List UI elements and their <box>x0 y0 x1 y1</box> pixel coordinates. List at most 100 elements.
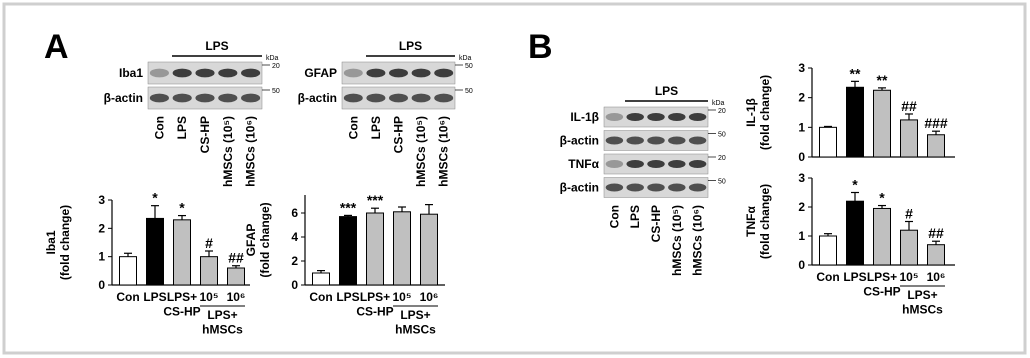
blot-header: LPS <box>399 39 422 53</box>
bar <box>846 200 864 266</box>
bar <box>200 256 218 286</box>
y-tick-label: 1 <box>98 250 105 264</box>
significance-mark: ## <box>901 98 917 114</box>
blot-row-label: β-actin <box>298 91 337 105</box>
bar <box>819 126 837 158</box>
blot-band <box>647 160 665 168</box>
y-axis-label: GFAP(fold change) <box>244 202 272 277</box>
y-tick-label: 2 <box>798 200 805 214</box>
x-tick-label: LPS+ CS-HP <box>163 290 200 318</box>
x-tick-label: Con <box>309 290 332 304</box>
blot-band <box>241 68 261 78</box>
bar <box>900 119 918 158</box>
bar <box>927 134 945 158</box>
blot-band <box>195 93 215 103</box>
lane-label: CS-HP <box>198 116 212 153</box>
lane-label: hMSCs (10⁶) <box>244 116 258 187</box>
kda-marker: 50 <box>272 88 280 95</box>
kda-marker: 20 <box>272 63 280 70</box>
y-axis-label: TNFα(fold change) <box>744 184 772 259</box>
kda-marker: 20 <box>718 108 726 115</box>
blot-band <box>626 183 644 192</box>
x-tick-label: 10⁶ <box>227 290 246 304</box>
lane-label: hMSCs (10⁶) <box>691 205 705 276</box>
x-tick-label: LPS <box>143 290 166 304</box>
bar <box>366 212 384 286</box>
kda-marker: 50 <box>718 179 726 186</box>
blot-band <box>668 160 686 168</box>
group-label: LPS+ hMSCs <box>395 308 436 336</box>
lane-label: LPS <box>369 116 383 139</box>
blot-row-label: β-actin <box>104 91 143 105</box>
kda-marker: 50 <box>718 132 726 139</box>
blot-band <box>688 136 707 145</box>
y-tick-label: 2 <box>98 221 105 235</box>
blot-band <box>605 183 624 192</box>
blot-band <box>434 93 454 103</box>
significance-mark: *** <box>367 192 384 208</box>
y-tick-label: 1 <box>798 229 805 243</box>
blot-band <box>172 93 192 103</box>
blot-band <box>366 68 386 78</box>
bar <box>420 213 438 286</box>
blot-band <box>688 160 707 168</box>
blot-band <box>343 68 363 78</box>
y-axis-label-group: TNFα(fold change) <box>744 184 772 259</box>
lane-label: hMSCs (10⁵) <box>221 116 235 187</box>
significance-mark: ## <box>228 250 244 266</box>
significance-mark: *** <box>340 199 357 215</box>
y-tick-label: 0 <box>798 258 805 272</box>
bar <box>227 267 245 286</box>
blot-band <box>149 93 169 103</box>
blot-row-label: Iba1 <box>119 66 143 80</box>
x-tick-label: 10⁵ <box>900 270 919 284</box>
blot-row-label: β-actin <box>560 181 599 195</box>
x-tick-label: LPS <box>843 270 866 284</box>
y-axis-label: Iba1(fold change) <box>44 205 72 280</box>
significance-mark: * <box>179 200 185 216</box>
x-tick-label: 10⁶ <box>927 270 946 284</box>
kda-marker: 50 <box>465 88 473 95</box>
x-tick-label: Con <box>816 270 839 284</box>
kda-label: kDa <box>459 55 472 62</box>
significance-mark: ### <box>924 115 948 131</box>
kda-label: kDa <box>266 55 279 62</box>
blot-row-label: IL-1β <box>570 110 599 124</box>
bar <box>873 207 891 266</box>
y-axis-label-group: IL-1β(fold change) <box>744 75 772 150</box>
significance-mark: * <box>879 190 885 206</box>
significance-mark: ## <box>928 225 944 241</box>
blot-band <box>366 93 386 103</box>
panel-label: B <box>528 28 553 66</box>
blot-band <box>218 93 238 103</box>
y-tick-label: 0 <box>98 278 105 292</box>
bar <box>393 211 411 286</box>
blot-band <box>688 183 707 192</box>
lane-label: Con <box>152 116 166 139</box>
y-tick-label: 3 <box>98 193 105 207</box>
bar <box>819 235 837 266</box>
blot-band <box>668 113 686 121</box>
blot-band <box>218 68 238 78</box>
x-tick-label: 10⁵ <box>200 290 219 304</box>
y-tick-label: 1 <box>798 120 805 134</box>
bar <box>339 216 357 286</box>
bar <box>900 229 918 266</box>
lane-label: hMSCs (10⁵) <box>414 116 428 187</box>
x-tick-label: LPS+ CS-HP <box>356 290 393 318</box>
blot-band <box>241 93 261 103</box>
y-tick-label: 2 <box>291 254 298 268</box>
blot-band <box>605 113 624 121</box>
blot-band <box>389 68 408 78</box>
bar <box>873 89 891 158</box>
kda-marker: 20 <box>718 155 726 162</box>
blot-band <box>688 113 707 121</box>
blot-band <box>411 68 431 78</box>
significance-mark: ** <box>850 65 861 81</box>
y-axis-label: IL-1β(fold change) <box>744 75 772 150</box>
lane-label: hMSCs (10⁵) <box>670 205 684 276</box>
y-axis-label-group: GFAP(fold change) <box>244 202 272 277</box>
group-label: LPS+ hMSCs <box>902 288 943 316</box>
lane-label: hMSCs (10⁶) <box>437 116 451 187</box>
kda-label: kDa <box>712 100 725 107</box>
